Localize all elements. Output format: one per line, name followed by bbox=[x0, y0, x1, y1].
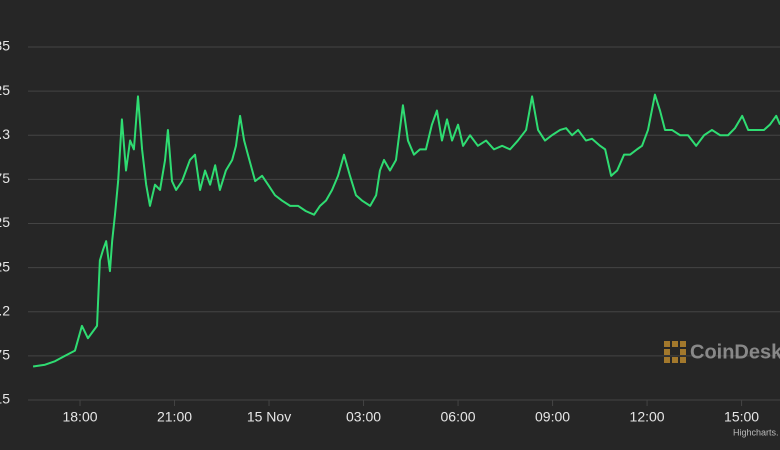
y-tick-label: 0.175 bbox=[0, 347, 10, 363]
y-tick-label: 0.325 bbox=[0, 82, 10, 98]
y-tick-label: 0.15 bbox=[0, 391, 10, 407]
credit: Highcharts. bbox=[733, 427, 779, 437]
y-tick-label: 0.3 bbox=[0, 126, 10, 142]
y-tick-label: 0.35 bbox=[0, 38, 10, 54]
watermark-logo bbox=[664, 341, 686, 363]
x-tick-label: 18:00 bbox=[62, 409, 97, 425]
price-line bbox=[32, 93, 780, 368]
y-tick-label: 0.275 bbox=[0, 170, 10, 186]
x-tick-label: 03:00 bbox=[346, 409, 381, 425]
y-tick-label: 0.2 bbox=[0, 302, 10, 318]
y-tick-label: 0.225 bbox=[0, 258, 10, 274]
watermark: CoinDesk bbox=[690, 341, 780, 363]
x-tick-label: 15:00 bbox=[724, 409, 759, 425]
x-tick-label: 21:00 bbox=[157, 409, 192, 425]
x-tick-label: 15 Nov bbox=[247, 409, 291, 425]
x-tick-label: 06:00 bbox=[441, 409, 476, 425]
y-tick-label: 0.25 bbox=[0, 214, 10, 230]
x-tick-label: 09:00 bbox=[535, 409, 570, 425]
x-tick-label: 12:00 bbox=[630, 409, 665, 425]
